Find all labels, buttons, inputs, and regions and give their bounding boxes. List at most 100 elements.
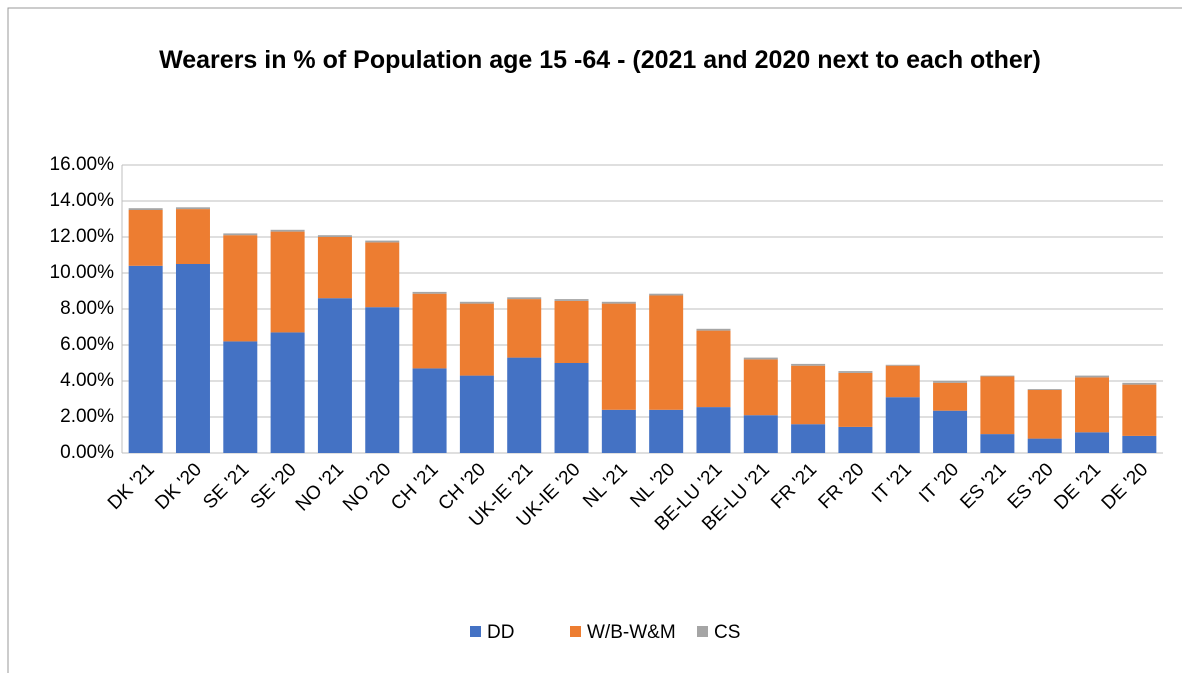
legend-label: DD — [487, 622, 514, 643]
legend-label: CS — [714, 622, 740, 643]
bar-segment — [175, 209, 210, 264]
bar-segment — [459, 375, 494, 453]
bar-segment — [459, 301, 494, 304]
chart-border — [7, 7, 1182, 673]
bar-segment — [601, 409, 636, 453]
legend-swatch — [697, 626, 708, 637]
bar-segment — [554, 300, 589, 363]
bar-segment — [554, 299, 589, 301]
y-tick-label: 8.00% — [60, 298, 114, 319]
bar-segment — [1122, 384, 1157, 436]
bar-segment — [365, 242, 400, 308]
bar-segment — [885, 397, 920, 453]
bar-segment — [885, 365, 920, 398]
y-tick-label: 16.00% — [50, 154, 115, 175]
bar-segment — [743, 415, 778, 453]
bar-segment — [1075, 432, 1110, 453]
x-tick-label: DE '21 — [1050, 459, 1105, 514]
bar-segment — [933, 382, 968, 411]
bar-segment — [980, 434, 1015, 453]
bar-segment — [365, 240, 400, 243]
bar-segment — [933, 381, 968, 383]
bar-segment — [696, 407, 731, 453]
x-tick-label: DK '20 — [151, 459, 206, 514]
bar-segment — [1075, 377, 1110, 433]
bar-segment — [838, 371, 873, 373]
bar-segment — [1075, 375, 1110, 378]
x-tick-label: NO '20 — [339, 459, 395, 515]
bar-segment — [317, 235, 352, 237]
x-tick-label: FR '21 — [767, 459, 821, 513]
bar-segment — [1122, 382, 1157, 385]
bar-segment — [743, 357, 778, 360]
y-tick-label: 12.00% — [50, 226, 115, 247]
x-tick-label: ES '20 — [1004, 459, 1058, 513]
bar-segment — [317, 298, 352, 453]
bar-segment — [838, 372, 873, 427]
bar-segment — [223, 235, 258, 342]
y-tick-label: 0.00% — [60, 442, 114, 463]
bar-segment — [365, 307, 400, 453]
bar-segment — [223, 341, 258, 453]
bar-segment — [696, 330, 731, 408]
legend-swatch — [470, 626, 481, 637]
legend-swatch — [570, 626, 581, 637]
bar-segment — [933, 410, 968, 453]
y-tick-label: 14.00% — [50, 190, 115, 211]
bar-segment — [980, 375, 1015, 377]
x-tick-label: NL '21 — [579, 459, 632, 512]
bar-segment — [412, 293, 447, 369]
x-tick-label: DK '21 — [104, 459, 159, 514]
bar-segment — [649, 409, 684, 453]
bar-segment — [649, 293, 684, 296]
bar-segment — [175, 207, 210, 210]
bar-segment — [270, 229, 305, 232]
bar-segment — [791, 363, 826, 366]
bar-segment — [791, 424, 826, 453]
x-tick-label: DE '20 — [1098, 459, 1153, 514]
bar-segment — [1027, 438, 1062, 453]
x-tick-label: NO '21 — [292, 459, 348, 515]
bar-segment — [270, 231, 305, 333]
y-tick-label: 6.00% — [60, 334, 114, 355]
bar-segment — [128, 208, 163, 210]
bar-segment — [838, 426, 873, 453]
y-tick-label: 4.00% — [60, 370, 114, 391]
bar-segment — [1027, 389, 1062, 390]
bar-segment — [696, 328, 731, 331]
bar-segment — [743, 359, 778, 416]
bar-segment — [223, 233, 258, 236]
bar-segment — [459, 303, 494, 376]
x-tick-label: CH '21 — [387, 459, 442, 514]
bar-segment — [507, 299, 542, 358]
x-tick-label: IT '20 — [915, 459, 963, 507]
x-tick-label: ES '21 — [956, 459, 1010, 513]
bar-segment — [317, 237, 352, 299]
bar-segment — [1027, 390, 1062, 439]
bar-segment — [885, 364, 920, 366]
x-tick-label: SE '20 — [247, 459, 301, 513]
bar-segment — [270, 332, 305, 453]
bar-segment — [791, 365, 826, 425]
bar-segment — [507, 357, 542, 453]
y-tick-label: 10.00% — [50, 262, 115, 283]
bar-segment — [507, 297, 542, 300]
x-tick-label: FR '20 — [815, 459, 869, 513]
bar-segment — [980, 376, 1015, 435]
bar-segment — [554, 363, 589, 453]
bar-segment — [412, 291, 447, 294]
x-tick-label: SE '21 — [199, 459, 253, 513]
bar-segment — [128, 265, 163, 453]
chart-title: Wearers in % of Population age 15 -64 - … — [159, 46, 1041, 74]
bar-segment — [601, 301, 636, 304]
bar-segment — [175, 264, 210, 453]
x-tick-label: IT '21 — [868, 459, 916, 507]
bar-segment — [128, 210, 163, 266]
y-tick-label: 2.00% — [60, 406, 114, 427]
bar-segment — [649, 295, 684, 410]
bar-segment — [1122, 435, 1157, 453]
bar-segment — [412, 368, 447, 453]
bar-segment — [601, 303, 636, 410]
